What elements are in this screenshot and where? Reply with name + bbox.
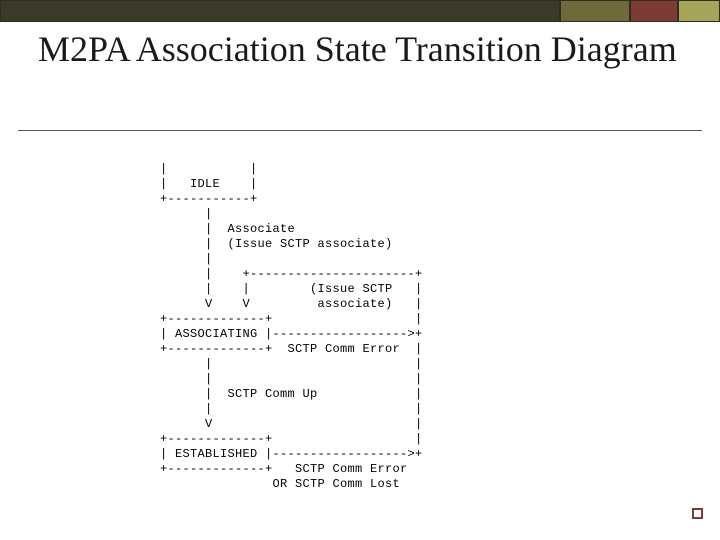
topbar-cell-3 (678, 0, 720, 22)
corner-accent-square (692, 508, 703, 519)
state-transition-diagram: | | | IDLE | +-----------+ | | Associate… (160, 162, 423, 492)
topbar-cell-1 (560, 0, 630, 22)
slide-title: M2PA Association State Transition Diagra… (38, 28, 678, 70)
topbar-cell-0 (0, 0, 560, 22)
slide: M2PA Association State Transition Diagra… (0, 0, 720, 540)
title-underline (18, 130, 702, 131)
top-decor-bar (0, 0, 720, 22)
topbar-cell-2 (630, 0, 678, 22)
